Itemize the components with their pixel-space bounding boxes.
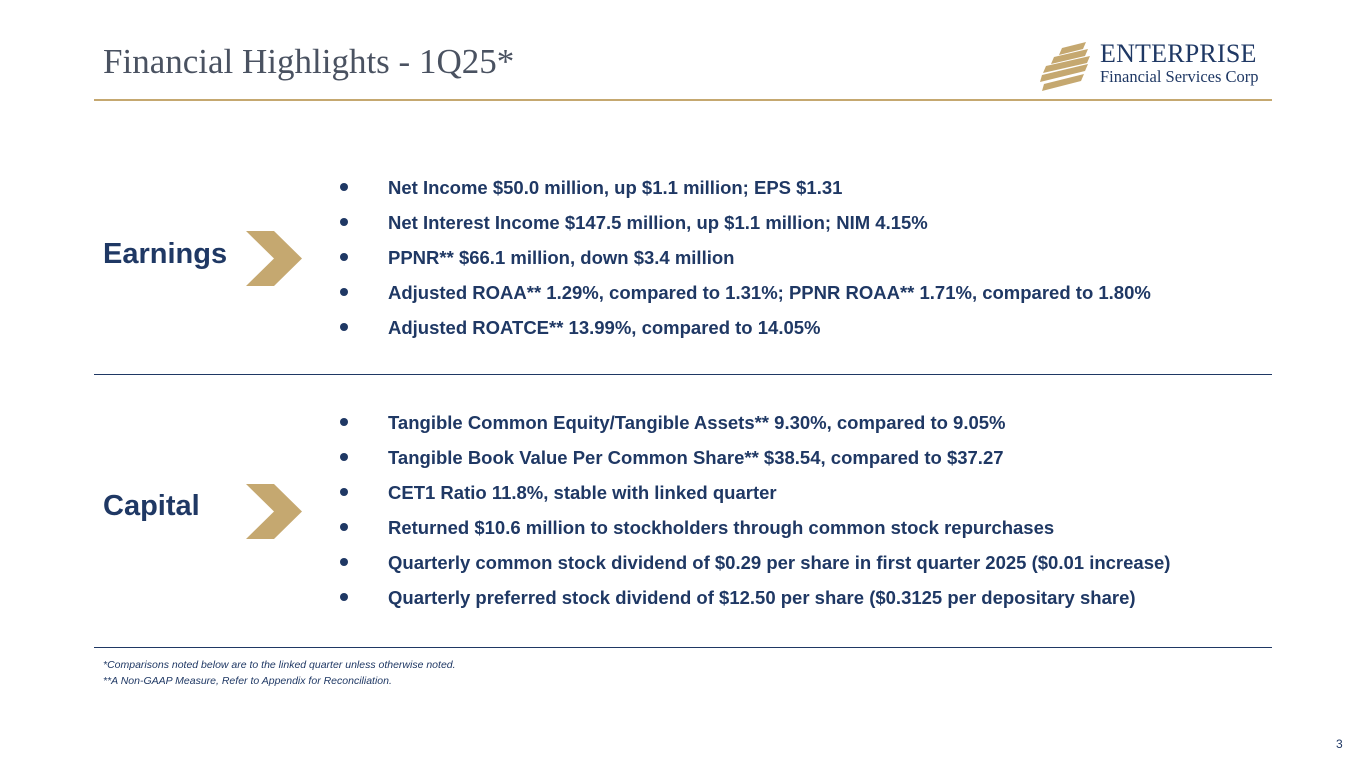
bullet-icon	[340, 453, 348, 461]
bullet-text: PPNR** $66.1 million, down $3.4 million	[388, 247, 735, 268]
enterprise-logo-icon	[1040, 42, 1090, 91]
bullet-text: Returned $10.6 million to stockholders t…	[388, 517, 1055, 538]
bullet-text: Tangible Common Equity/Tangible Assets**…	[388, 412, 1006, 433]
list-item: Adjusted ROAA** 1.29%, compared to 1.31%…	[336, 275, 1151, 310]
list-item: Tangible Book Value Per Common Share** $…	[336, 440, 1170, 475]
logo-subtitle: Financial Services Corp	[1100, 67, 1259, 86]
list-item: Tangible Common Equity/Tangible Assets**…	[336, 405, 1170, 440]
section-divider	[94, 647, 1272, 648]
bullet-text: Adjusted ROAA** 1.29%, compared to 1.31%…	[388, 282, 1151, 303]
bullet-icon	[340, 218, 348, 226]
section-label-capital: Capital	[103, 490, 200, 522]
bullet-icon	[340, 488, 348, 496]
chevron-right-icon	[246, 231, 302, 286]
footnote: *Comparisons noted below are to the link…	[103, 659, 456, 671]
bullet-text: Quarterly common stock dividend of $0.29…	[388, 552, 1171, 573]
list-item: Net Interest Income $147.5 million, up $…	[336, 205, 1151, 240]
earnings-bullet-list: Net Income $50.0 million, up $1.1 millio…	[336, 170, 1151, 345]
bullet-icon	[340, 558, 348, 566]
company-logo: ENTERPRISE Financial Services Corp	[1040, 39, 1275, 92]
bullet-text: Quarterly preferred stock dividend of $1…	[388, 587, 1136, 608]
bullet-icon	[340, 523, 348, 531]
list-item: Returned $10.6 million to stockholders t…	[336, 510, 1170, 545]
bullet-icon	[340, 323, 348, 331]
list-item: Quarterly preferred stock dividend of $1…	[336, 580, 1170, 615]
bullet-icon	[340, 288, 348, 296]
footnote: **A Non-GAAP Measure, Refer to Appendix …	[103, 675, 392, 687]
list-item: CET1 Ratio 11.8%, stable with linked qua…	[336, 475, 1170, 510]
list-item: Quarterly common stock dividend of $0.29…	[336, 545, 1170, 580]
title-divider	[94, 99, 1272, 101]
chevron-right-icon	[246, 484, 302, 539]
bullet-icon	[340, 418, 348, 426]
capital-bullet-list: Tangible Common Equity/Tangible Assets**…	[336, 405, 1170, 615]
section-divider	[94, 374, 1272, 375]
bullet-icon	[340, 183, 348, 191]
logo-name: ENTERPRISE	[1100, 39, 1257, 68]
bullet-text: Net Interest Income $147.5 million, up $…	[388, 212, 928, 233]
bullet-icon	[340, 253, 348, 261]
bullet-text: Tangible Book Value Per Common Share** $…	[388, 447, 1004, 468]
bullet-text: Adjusted ROATCE** 13.99%, compared to 14…	[388, 317, 821, 338]
page-title: Financial Highlights - 1Q25*	[103, 42, 515, 81]
bullet-icon	[340, 593, 348, 601]
bullet-text: CET1 Ratio 11.8%, stable with linked qua…	[388, 482, 777, 503]
bullet-text: Net Income $50.0 million, up $1.1 millio…	[388, 177, 843, 198]
list-item: PPNR** $66.1 million, down $3.4 million	[336, 240, 1151, 275]
page-number: 3	[1336, 737, 1343, 751]
list-item: Net Income $50.0 million, up $1.1 millio…	[336, 170, 1151, 205]
list-item: Adjusted ROATCE** 13.99%, compared to 14…	[336, 310, 1151, 345]
section-label-earnings: Earnings	[103, 238, 228, 270]
